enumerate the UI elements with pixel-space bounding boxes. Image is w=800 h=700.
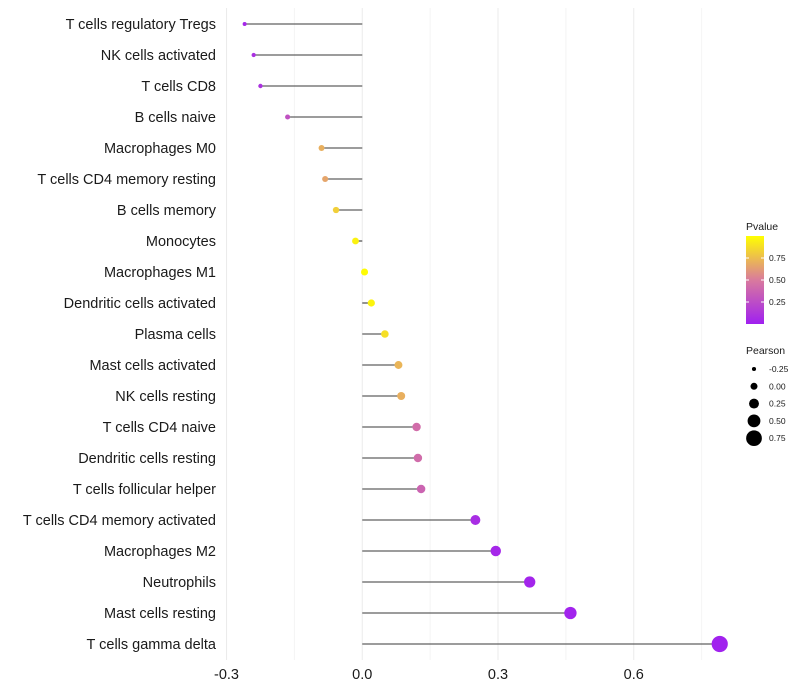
size-legend-dot bbox=[746, 430, 762, 447]
size-legend-dot bbox=[749, 398, 759, 409]
category-label: Macrophages M1 bbox=[104, 265, 216, 281]
data-point bbox=[416, 484, 426, 494]
category-label: Mast cells resting bbox=[104, 606, 216, 622]
data-point bbox=[318, 145, 325, 151]
category-label: T cells CD4 naive bbox=[103, 420, 216, 436]
size-legend-label: 0.50 bbox=[769, 416, 786, 426]
colorbar-tick-label: 0.75 bbox=[769, 253, 786, 263]
lollipop-stems bbox=[244, 23, 720, 645]
data-point bbox=[258, 83, 263, 89]
x-tick-label: -0.3 bbox=[214, 667, 239, 683]
category-label: B cells memory bbox=[117, 203, 217, 219]
pearson-legend: Pearson -0.25 0.00 0.25 0.50 0.75 bbox=[746, 345, 789, 447]
data-point bbox=[352, 237, 359, 245]
data-point bbox=[490, 545, 501, 557]
data-point bbox=[285, 114, 291, 120]
category-label: T cells CD4 memory resting bbox=[37, 172, 216, 188]
colorbar bbox=[746, 236, 764, 324]
data-point bbox=[394, 361, 403, 369]
category-labels: T cells regulatory Tregs NK cells activat… bbox=[23, 17, 217, 653]
data-point bbox=[564, 606, 577, 620]
category-label: Plasma cells bbox=[135, 327, 216, 343]
category-label: T cells follicular helper bbox=[73, 482, 216, 498]
pvalue-legend: Pvalue 0.25 0.50 0.75 bbox=[746, 221, 786, 324]
category-label: NK cells activated bbox=[101, 48, 216, 64]
legend-title: Pearson bbox=[746, 345, 785, 357]
data-point bbox=[711, 635, 728, 653]
category-label: Dendritic cells activated bbox=[64, 296, 216, 312]
category-label: T cells regulatory Tregs bbox=[66, 17, 216, 33]
category-label: Monocytes bbox=[146, 234, 216, 250]
data-point bbox=[367, 299, 375, 307]
category-label: T cells CD8 bbox=[141, 79, 216, 95]
data-point bbox=[322, 175, 329, 183]
data-point bbox=[332, 206, 340, 214]
size-legend-dot bbox=[751, 366, 757, 372]
grid-lines bbox=[226, 8, 703, 660]
category-label: NK cells resting bbox=[115, 389, 216, 405]
category-label: Dendritic cells resting bbox=[78, 451, 216, 467]
size-legend-label: 0.75 bbox=[769, 433, 786, 443]
size-legend-label: -0.25 bbox=[769, 364, 789, 374]
colorbar-tick-label: 0.25 bbox=[769, 297, 786, 307]
x-axis-ticks: -0.3 0.0 0.3 0.6 bbox=[214, 667, 644, 683]
data-point bbox=[412, 422, 421, 432]
x-tick-label: 0.3 bbox=[488, 667, 508, 683]
data-point bbox=[242, 22, 247, 26]
category-label: Macrophages M2 bbox=[104, 544, 216, 560]
data-point bbox=[360, 268, 369, 276]
data-point bbox=[397, 391, 406, 401]
category-label: Macrophages M0 bbox=[104, 141, 216, 157]
data-point bbox=[524, 576, 536, 588]
size-legend-label: 0.00 bbox=[769, 381, 786, 391]
category-label: T cells CD4 memory activated bbox=[23, 513, 216, 529]
colorbar-tick-label: 0.50 bbox=[769, 275, 786, 285]
category-label: B cells naive bbox=[135, 110, 216, 126]
data-point bbox=[413, 453, 423, 463]
category-label: Mast cells activated bbox=[89, 358, 216, 374]
legend-title: Pvalue bbox=[746, 221, 778, 233]
data-point bbox=[381, 330, 389, 338]
size-legend-label: 0.25 bbox=[769, 399, 786, 409]
x-tick-label: 0.6 bbox=[624, 667, 644, 683]
size-legend-dot bbox=[750, 382, 758, 390]
category-label: T cells gamma delta bbox=[87, 637, 217, 653]
category-label: Neutrophils bbox=[143, 575, 216, 591]
lollipop-points bbox=[242, 22, 728, 653]
size-legend-dot bbox=[747, 414, 761, 428]
data-point bbox=[251, 52, 256, 58]
x-tick-label: 0.0 bbox=[352, 667, 372, 683]
data-point bbox=[470, 515, 481, 525]
